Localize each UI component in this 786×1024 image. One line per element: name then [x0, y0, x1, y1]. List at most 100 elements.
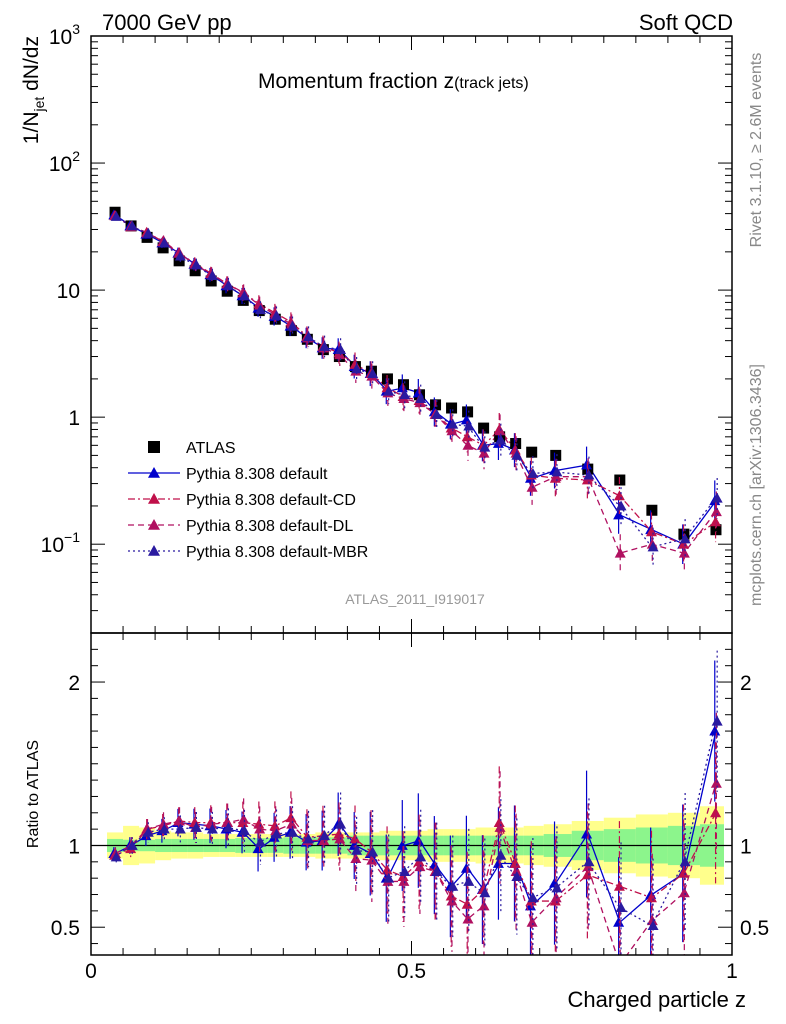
ratio-point [333, 828, 345, 839]
legend-entry: Pythia 8.308 default-MBR [128, 544, 368, 561]
data-point [351, 363, 363, 374]
data-point [462, 439, 474, 450]
legend-entry: Pythia 8.308 default-CD [128, 492, 356, 509]
ratio-point [711, 715, 723, 726]
data-point [710, 524, 722, 536]
legend: ATLAS Pythia 8.308 default Pythia 8.308 de… [128, 440, 368, 561]
data-point [527, 468, 539, 478]
ratio-point [581, 828, 593, 839]
data-point [126, 220, 138, 231]
data-point [478, 447, 490, 458]
ratio-point [709, 725, 721, 736]
ratio-y-tick-label: 0.5 [51, 917, 80, 940]
ratio-point [646, 915, 658, 926]
ratio-point [222, 817, 234, 828]
side-mcplots-label: mcplots.cern.ch [arXiv:1306.3436] [748, 364, 765, 606]
ratio-point [550, 892, 562, 903]
ratio-point [269, 820, 281, 831]
ratio-point [319, 830, 331, 841]
ratio-point [287, 826, 299, 837]
header-left: 7000 GeV pp [102, 10, 232, 35]
ratio-point [351, 844, 363, 855]
ratio-point [399, 866, 411, 877]
data-point [222, 279, 234, 290]
data-point [679, 533, 691, 544]
legend-marker [148, 519, 160, 530]
ratio-point [367, 846, 379, 857]
ratio-point [581, 869, 593, 880]
ratio-point [615, 902, 627, 912]
data-point [462, 406, 474, 418]
ratio-frame [90, 632, 733, 956]
data-point [614, 547, 626, 558]
ratio-point [206, 818, 218, 829]
data-point [495, 434, 507, 445]
legend-label: Pythia 8.308 default-DL [186, 518, 353, 535]
series-markers-2 [109, 210, 722, 565]
data-point [494, 425, 506, 436]
x-tick-label: 0 [85, 960, 97, 983]
ratio-point [158, 823, 170, 834]
data-point [319, 340, 331, 351]
legend-marker [148, 493, 160, 504]
legend-marker [148, 441, 160, 453]
data-point [206, 270, 218, 281]
ratio-point [460, 862, 472, 873]
x-tick-label: 1 [726, 960, 738, 983]
data-point [238, 290, 250, 301]
data-point [396, 382, 408, 393]
data-point [142, 227, 154, 238]
ratio-point [509, 857, 521, 868]
ratio-point [303, 833, 315, 844]
data-point [431, 408, 443, 419]
data-point [303, 331, 315, 342]
ratio-point [678, 867, 690, 878]
data-point [110, 210, 122, 221]
series-markers-1 [108, 209, 721, 565]
side-rivet-label: Rivet 3.1.10, ≥ 2.6M events [748, 53, 765, 248]
data-point [174, 250, 186, 261]
ratio-point [447, 880, 459, 891]
ratio-point [366, 854, 378, 865]
ratio-point [110, 851, 122, 862]
ratio-point [527, 892, 539, 903]
data-point [383, 385, 395, 396]
ratio-point [174, 815, 186, 826]
data-point [710, 506, 722, 517]
ratio-y-tick-label-right: 2 [740, 672, 752, 695]
legend-marker [148, 545, 160, 556]
data-point [335, 344, 347, 355]
ratio-point [222, 822, 234, 832]
ratio-point [415, 851, 427, 862]
ratio-point [335, 818, 347, 829]
ratio-point [463, 875, 475, 886]
data-point [583, 469, 595, 480]
data-point [254, 304, 266, 315]
data-point [511, 449, 523, 460]
ratio-point [253, 818, 265, 829]
legend-label: Pythia 8.308 default-CD [186, 492, 356, 509]
main-y-tick-label: 102 [49, 148, 80, 176]
ratio-point [479, 887, 491, 898]
data-point [446, 402, 458, 414]
data-point [158, 237, 170, 248]
ratio-point [445, 890, 457, 901]
data-point [157, 242, 169, 254]
analysis-watermark: ATLAS_2011_I919017 [345, 591, 485, 607]
data-point [205, 275, 217, 287]
legend-label: Pythia 8.308 default [186, 466, 328, 483]
legend-entry: Pythia 8.308 default-DL [128, 518, 353, 535]
ratio-series [108, 650, 723, 955]
ratio-point [190, 822, 202, 832]
ratio-point [286, 818, 298, 829]
ratio-point [510, 866, 522, 877]
data-point [367, 368, 379, 379]
data-point [447, 418, 459, 429]
data-point [647, 541, 659, 552]
data-point [550, 449, 562, 461]
data-point [711, 492, 723, 503]
data-point [613, 509, 625, 520]
main-y-tick-label: 10−1 [41, 529, 81, 557]
ratio-series-3 [110, 650, 723, 955]
